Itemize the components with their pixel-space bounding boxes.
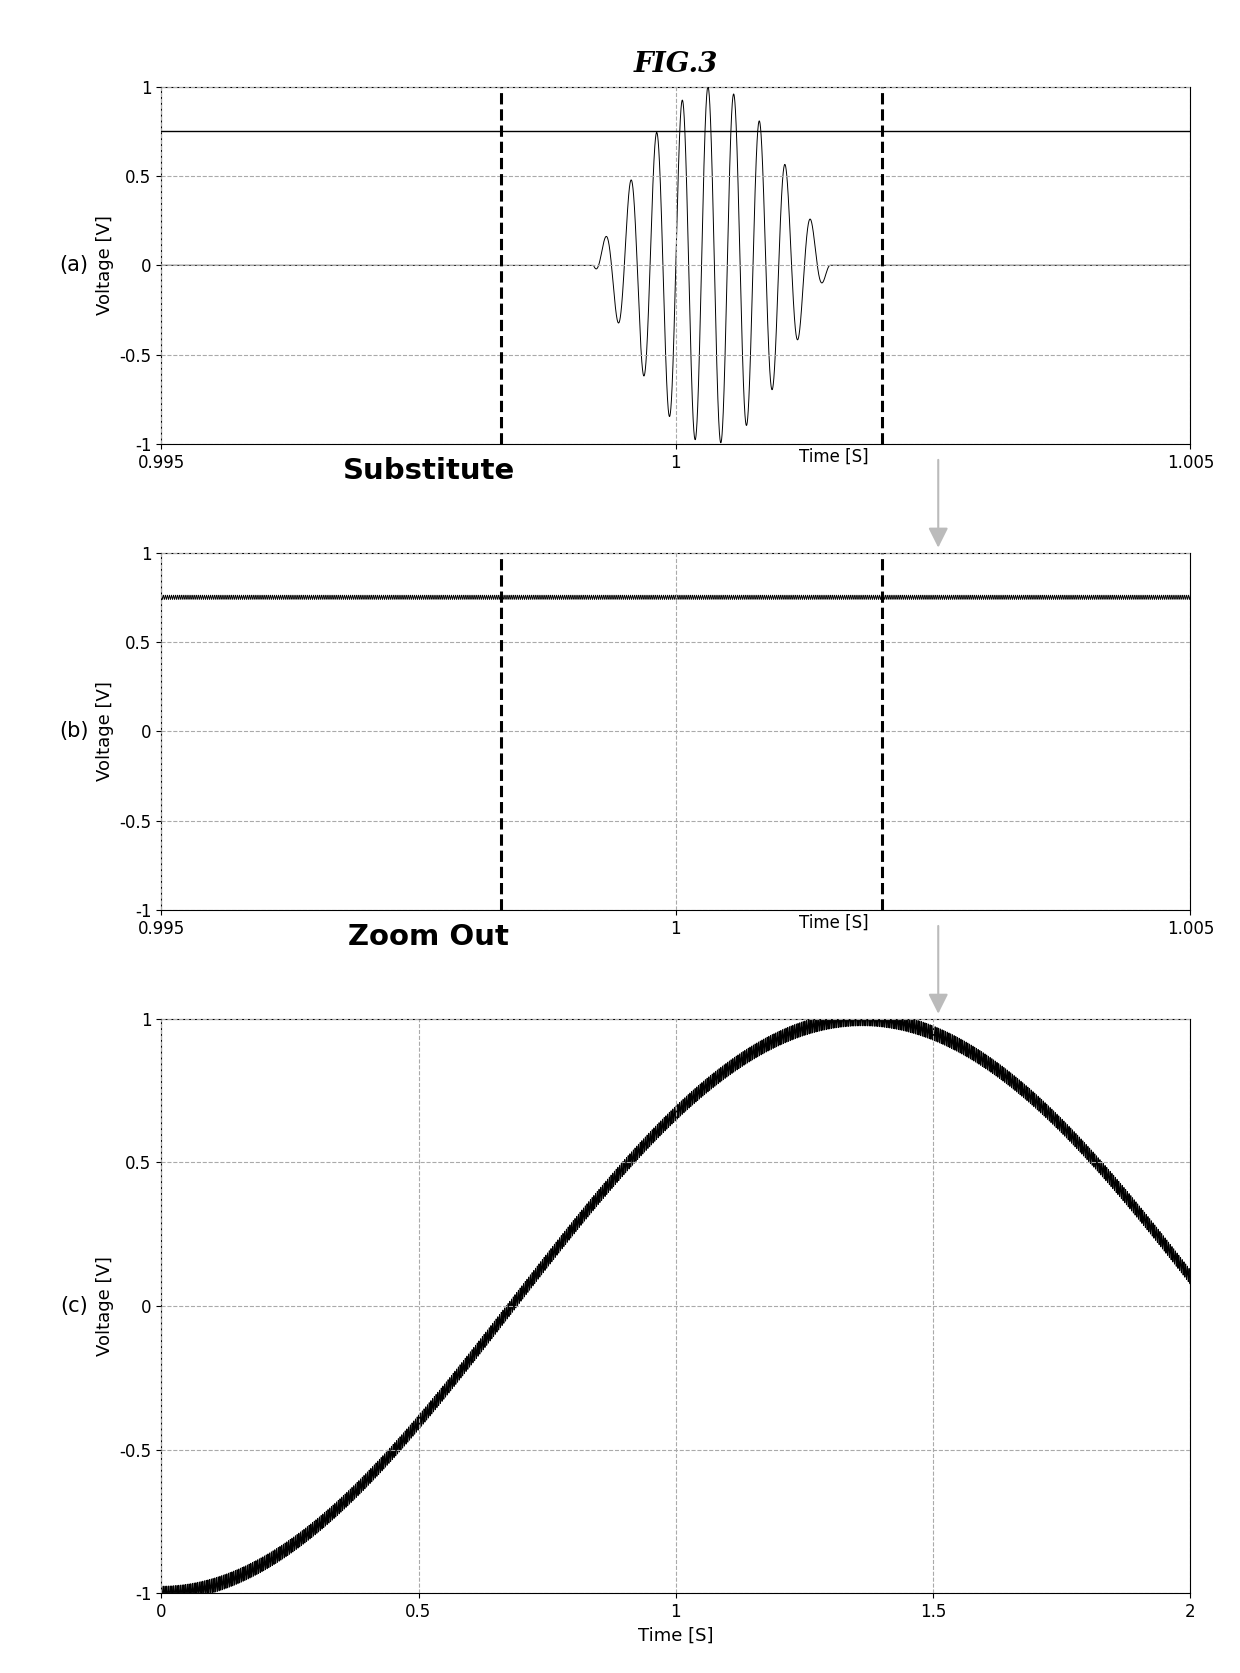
Text: Time [S]: Time [S] [800, 913, 869, 932]
Text: Time [S]: Time [S] [800, 447, 869, 465]
Text: Substitute: Substitute [342, 457, 515, 485]
Text: (a): (a) [60, 256, 88, 276]
Y-axis label: Voltage [V]: Voltage [V] [95, 216, 114, 315]
Text: Zoom Out: Zoom Out [348, 923, 510, 952]
Text: FIG.3: FIG.3 [634, 50, 718, 77]
Text: (c): (c) [60, 1297, 88, 1317]
Y-axis label: Voltage [V]: Voltage [V] [95, 1256, 114, 1355]
Y-axis label: Voltage [V]: Voltage [V] [95, 681, 114, 781]
X-axis label: Time [S]: Time [S] [639, 1626, 713, 1645]
Text: (b): (b) [60, 721, 88, 741]
